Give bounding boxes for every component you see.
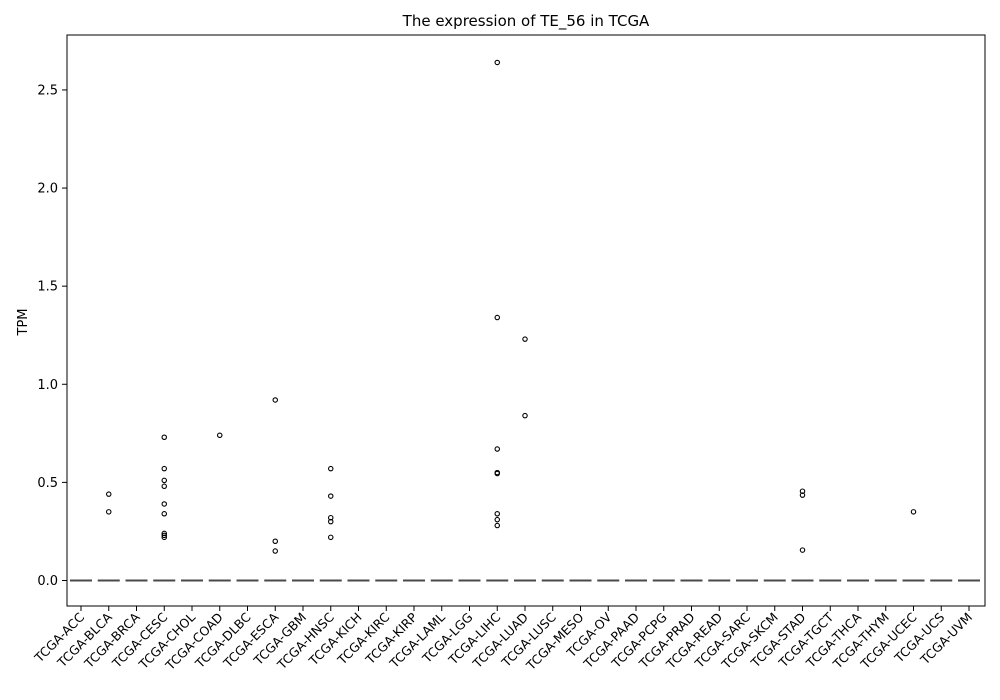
outlier-point: [910, 509, 917, 515]
outlier-point: [494, 522, 500, 529]
outlier-point: [161, 434, 168, 441]
y-tick-label: 1.0: [37, 378, 58, 393]
outlier-point: [327, 518, 334, 525]
outlier-point: [799, 492, 806, 498]
outlier-point: [522, 412, 528, 419]
y-axis-label: TPM: [16, 309, 31, 337]
outlier-point: [106, 509, 112, 515]
chart-title: The expression of TE_56 in TCGA: [402, 12, 650, 31]
outlier-point: [161, 501, 168, 507]
outlier-point: [161, 532, 168, 539]
plot-area: 0.00.51.01.52.02.5TCGA-ACCTCGA-BLCATCGA-…: [31, 59, 980, 674]
outlier-point: [522, 336, 528, 342]
outlier-point: [161, 511, 168, 517]
outlier-point: [161, 477, 168, 484]
outlier-point: [494, 511, 500, 517]
y-tick-label: 1.5: [37, 280, 58, 295]
y-tick-label: 2.5: [37, 83, 58, 98]
outlier-point: [327, 493, 334, 499]
outlier-point: [161, 483, 168, 490]
outlier-point: [327, 534, 334, 541]
outlier-point: [494, 516, 500, 523]
outlier-point: [494, 446, 500, 452]
plot-frame: [66, 34, 986, 607]
y-tick-label: 0.0: [37, 574, 58, 589]
outlier-point: [494, 470, 500, 477]
outlier-point: [272, 397, 278, 403]
y-tick-label: 2.0: [37, 182, 58, 197]
outlier-point: [161, 534, 168, 541]
outlier-point: [272, 548, 278, 554]
outlier-point: [327, 465, 334, 472]
outlier-point: [494, 59, 500, 66]
outlier-point: [161, 465, 168, 472]
outlier-point: [494, 314, 500, 321]
outlier-point: [106, 491, 112, 497]
outlier-point: [217, 432, 223, 439]
outlier-point: [799, 547, 806, 553]
outlier-point: [272, 538, 278, 544]
y-tick-label: 0.5: [37, 476, 58, 491]
